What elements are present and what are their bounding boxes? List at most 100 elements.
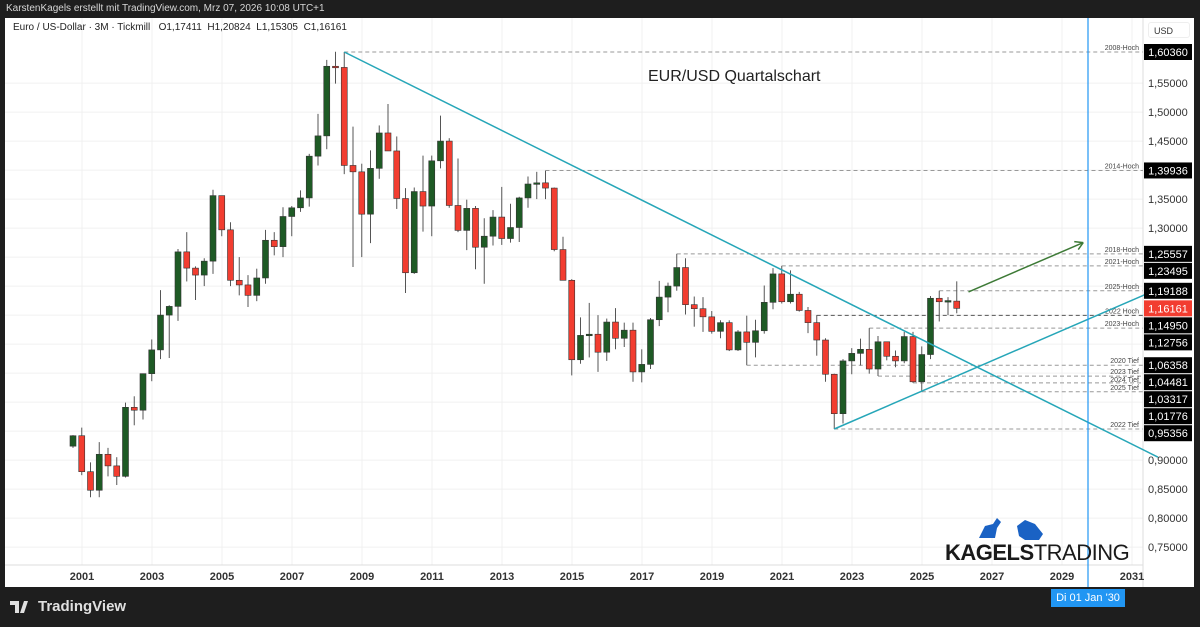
candle-body — [865, 349, 873, 370]
candle-body — [620, 329, 628, 339]
candle-body — [157, 314, 164, 351]
candle-body — [515, 197, 523, 228]
candle-body — [655, 296, 663, 321]
candle-body — [717, 322, 724, 332]
legend-low: L1,15305 — [256, 22, 298, 33]
candle-body — [472, 208, 479, 248]
price-label-bg — [1144, 391, 1192, 408]
candle-body — [305, 155, 313, 199]
time-tick-label: 2003 — [140, 571, 164, 583]
price-label: 1,19188 — [1148, 286, 1188, 298]
price-tick-label: 1,35000 — [1148, 194, 1188, 206]
price-label: 1,60360 — [1148, 47, 1188, 59]
candle-body — [664, 285, 672, 298]
candle-body — [725, 322, 733, 351]
candle-body — [787, 293, 794, 303]
price-tick-label: 0,85000 — [1148, 484, 1188, 496]
candle-body — [209, 195, 217, 262]
candle-body — [585, 333, 593, 337]
symbol-name: Euro / US-Dollar · 3M · Tickmill — [13, 22, 151, 33]
time-tick-label: 2027 — [980, 571, 1004, 583]
candle-body — [402, 198, 409, 274]
candle-body — [857, 349, 864, 354]
price-tick-label: 1,55000 — [1148, 78, 1188, 90]
price-label: 1,03317 — [1148, 394, 1188, 406]
candle-body — [480, 235, 488, 248]
candle-body — [314, 135, 322, 157]
candle-body — [174, 251, 182, 307]
candle-body — [384, 132, 392, 152]
candle-body — [235, 279, 243, 286]
candle-body — [87, 471, 94, 491]
logo-text-bold: KAGELS — [945, 540, 1034, 565]
chart-panel[interactable] — [5, 18, 1194, 587]
candle-body — [227, 229, 234, 281]
candle-body — [244, 284, 252, 296]
candle-body — [410, 191, 418, 274]
candle-body — [498, 216, 506, 239]
price-tick-label: 1,45000 — [1148, 136, 1188, 148]
price-label: 1,39936 — [1148, 165, 1188, 177]
candle-body — [559, 249, 567, 281]
level-label: 2024 Tief — [1110, 377, 1139, 384]
candle-body — [524, 183, 532, 199]
candle-body — [708, 316, 716, 332]
time-tick-label: 2015 — [560, 571, 584, 583]
price-label-bg — [1144, 262, 1192, 279]
candle-body — [612, 321, 619, 339]
time-tick-label: 2029 — [1050, 571, 1074, 583]
candle-body — [192, 267, 199, 276]
attribution-text: KarstenKagels erstellt mit TradingView.c… — [6, 3, 325, 14]
candle-body — [690, 304, 698, 310]
level-label: 2025-Hoch — [1105, 284, 1139, 291]
candle-body — [944, 300, 952, 303]
level-label: 2025 Tief — [1110, 385, 1139, 392]
time-tick-label: 2009 — [350, 571, 374, 583]
time-tick-label: 2023 — [840, 571, 864, 583]
candle-body — [323, 65, 331, 137]
price-label-bg — [1144, 162, 1192, 179]
candle-body — [577, 335, 584, 361]
candle-body — [262, 239, 269, 279]
candle-body — [270, 239, 278, 247]
candle-body — [594, 333, 602, 353]
candle-body — [428, 160, 436, 207]
candle-body — [550, 187, 558, 250]
currency-button[interactable]: USD — [1148, 22, 1190, 38]
candle-body — [122, 407, 129, 477]
candle-body — [769, 273, 777, 303]
price-tick-label: 1,50000 — [1148, 107, 1188, 119]
chart-title: EUR/USD Quartalschart — [648, 68, 821, 85]
candle-body — [603, 321, 611, 353]
price-label-bg — [1144, 44, 1192, 60]
candle-body — [507, 227, 514, 239]
level-label: 2023-Hoch — [1105, 321, 1139, 328]
candle-body — [253, 277, 261, 296]
candle-body — [568, 279, 576, 361]
candle-body — [113, 465, 121, 477]
candle-body — [848, 353, 856, 362]
candle-body — [752, 330, 759, 343]
candle-body — [393, 150, 401, 199]
candle-body — [830, 373, 838, 414]
level-label: 2008-Hoch — [1105, 45, 1139, 52]
candle-body — [699, 308, 707, 318]
price-label-bg — [1144, 282, 1192, 299]
price-tick-label: 0,80000 — [1148, 513, 1188, 525]
price-label: 1,25557 — [1148, 249, 1188, 261]
candle-body — [367, 168, 374, 215]
candle-body — [358, 171, 366, 215]
candle-body — [437, 140, 444, 162]
candle-body — [445, 140, 453, 206]
candle-body — [218, 195, 226, 231]
price-label: 1,04481 — [1148, 377, 1188, 389]
candle-body — [682, 267, 689, 305]
candle-body — [918, 354, 926, 383]
price-label-bg — [1144, 374, 1192, 391]
candle-body — [629, 329, 637, 373]
tradingview-logo[interactable]: TradingView — [10, 598, 126, 615]
legend-open: O1,17411 — [158, 22, 202, 33]
level-label: 2021-Hoch — [1105, 259, 1139, 266]
price-label: 1,14950 — [1148, 320, 1188, 332]
